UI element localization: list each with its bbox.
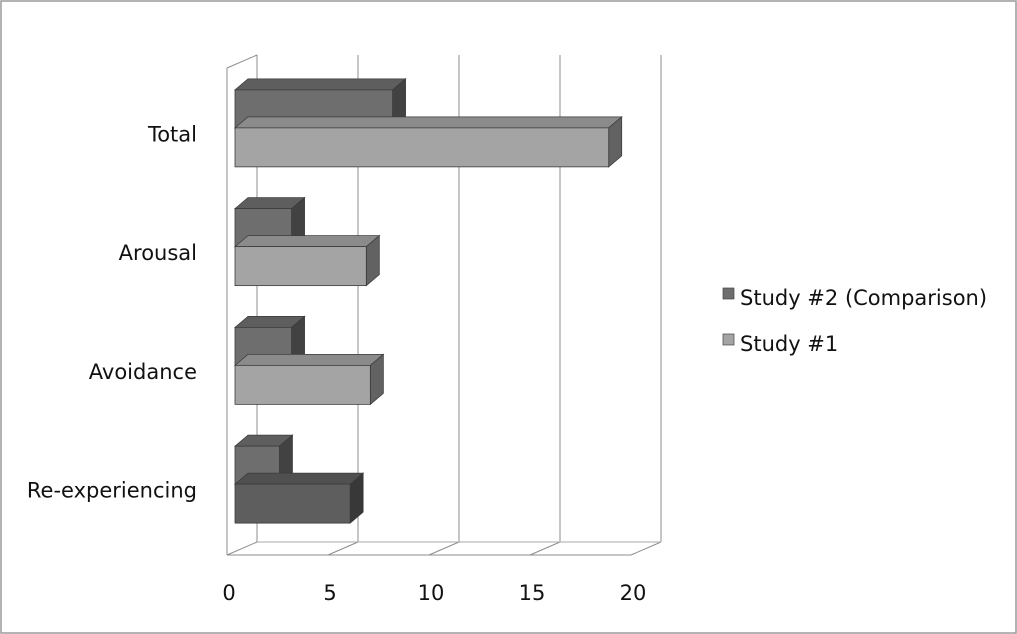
bar-front-face xyxy=(234,127,610,168)
bar-front-face xyxy=(234,483,351,524)
floor-gridline xyxy=(327,541,359,556)
legend-swatch xyxy=(722,287,735,300)
category-label: Arousal xyxy=(119,241,197,265)
floor-gridline xyxy=(630,541,662,556)
bar-top-face xyxy=(233,235,381,248)
legend-swatch xyxy=(722,333,735,346)
bars xyxy=(233,78,623,524)
side-wall-top-edge xyxy=(226,54,258,69)
bar-top-face xyxy=(233,472,365,485)
legend-label: Study #2 (Comparison) xyxy=(740,286,987,310)
bar-re-experiencing-study1 xyxy=(233,472,365,524)
axis-labels: Total Arousal Avoidance Re-experiencing 0 5 10… xyxy=(27,122,646,605)
legend-label: Study #1 xyxy=(740,332,838,356)
category-label: Total xyxy=(147,122,197,146)
x-tick-label: 10 xyxy=(418,581,445,605)
legend: Study #2 (Comparison) Study #1 xyxy=(722,286,987,356)
x-tick-label: 5 xyxy=(323,581,336,605)
category-label: Avoidance xyxy=(89,360,197,384)
bar-total-study1 xyxy=(233,116,623,168)
bar-top-face xyxy=(233,78,407,91)
floor-gridline xyxy=(529,541,561,556)
bar-top-face xyxy=(233,353,385,366)
bar-avoidance-study1 xyxy=(233,353,385,406)
x-tick-label: 20 xyxy=(620,581,647,605)
floor-gridline xyxy=(428,541,460,556)
bar-front-face xyxy=(234,246,367,287)
x-tick-label: 0 xyxy=(222,581,235,605)
x-tick-label: 15 xyxy=(519,581,546,605)
bar-top-face xyxy=(233,116,623,129)
bar-front-face xyxy=(234,364,371,405)
bar-arousal-study1 xyxy=(233,234,381,287)
category-label: Re-experiencing xyxy=(27,479,197,503)
floor-gridline xyxy=(226,541,258,556)
